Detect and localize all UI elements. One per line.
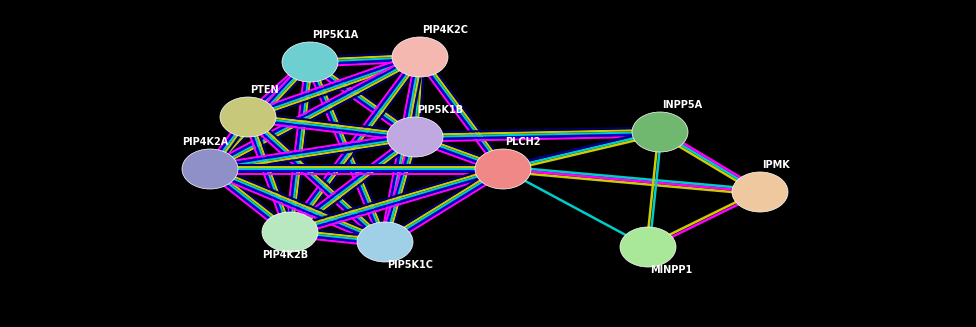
Text: PIP5K1B: PIP5K1B — [417, 105, 464, 115]
Ellipse shape — [392, 37, 448, 77]
Ellipse shape — [475, 149, 531, 189]
Text: PTEN: PTEN — [250, 85, 278, 95]
Ellipse shape — [387, 117, 443, 157]
Ellipse shape — [282, 42, 338, 82]
Text: PIP4K2A: PIP4K2A — [182, 137, 228, 147]
Ellipse shape — [732, 172, 788, 212]
Ellipse shape — [182, 149, 238, 189]
Text: PLCH2: PLCH2 — [505, 137, 541, 147]
Text: PIP4K2B: PIP4K2B — [262, 250, 308, 260]
Text: PIP5K1C: PIP5K1C — [387, 260, 433, 270]
Text: MINPP1: MINPP1 — [650, 265, 692, 275]
Ellipse shape — [220, 97, 276, 137]
Text: PIP5K1A: PIP5K1A — [312, 30, 358, 40]
Ellipse shape — [262, 212, 318, 252]
Text: PIP4K2C: PIP4K2C — [422, 25, 468, 35]
Ellipse shape — [357, 222, 413, 262]
Ellipse shape — [632, 112, 688, 152]
Ellipse shape — [620, 227, 676, 267]
Text: IPMK: IPMK — [762, 160, 790, 170]
Text: INPP5A: INPP5A — [662, 100, 702, 110]
